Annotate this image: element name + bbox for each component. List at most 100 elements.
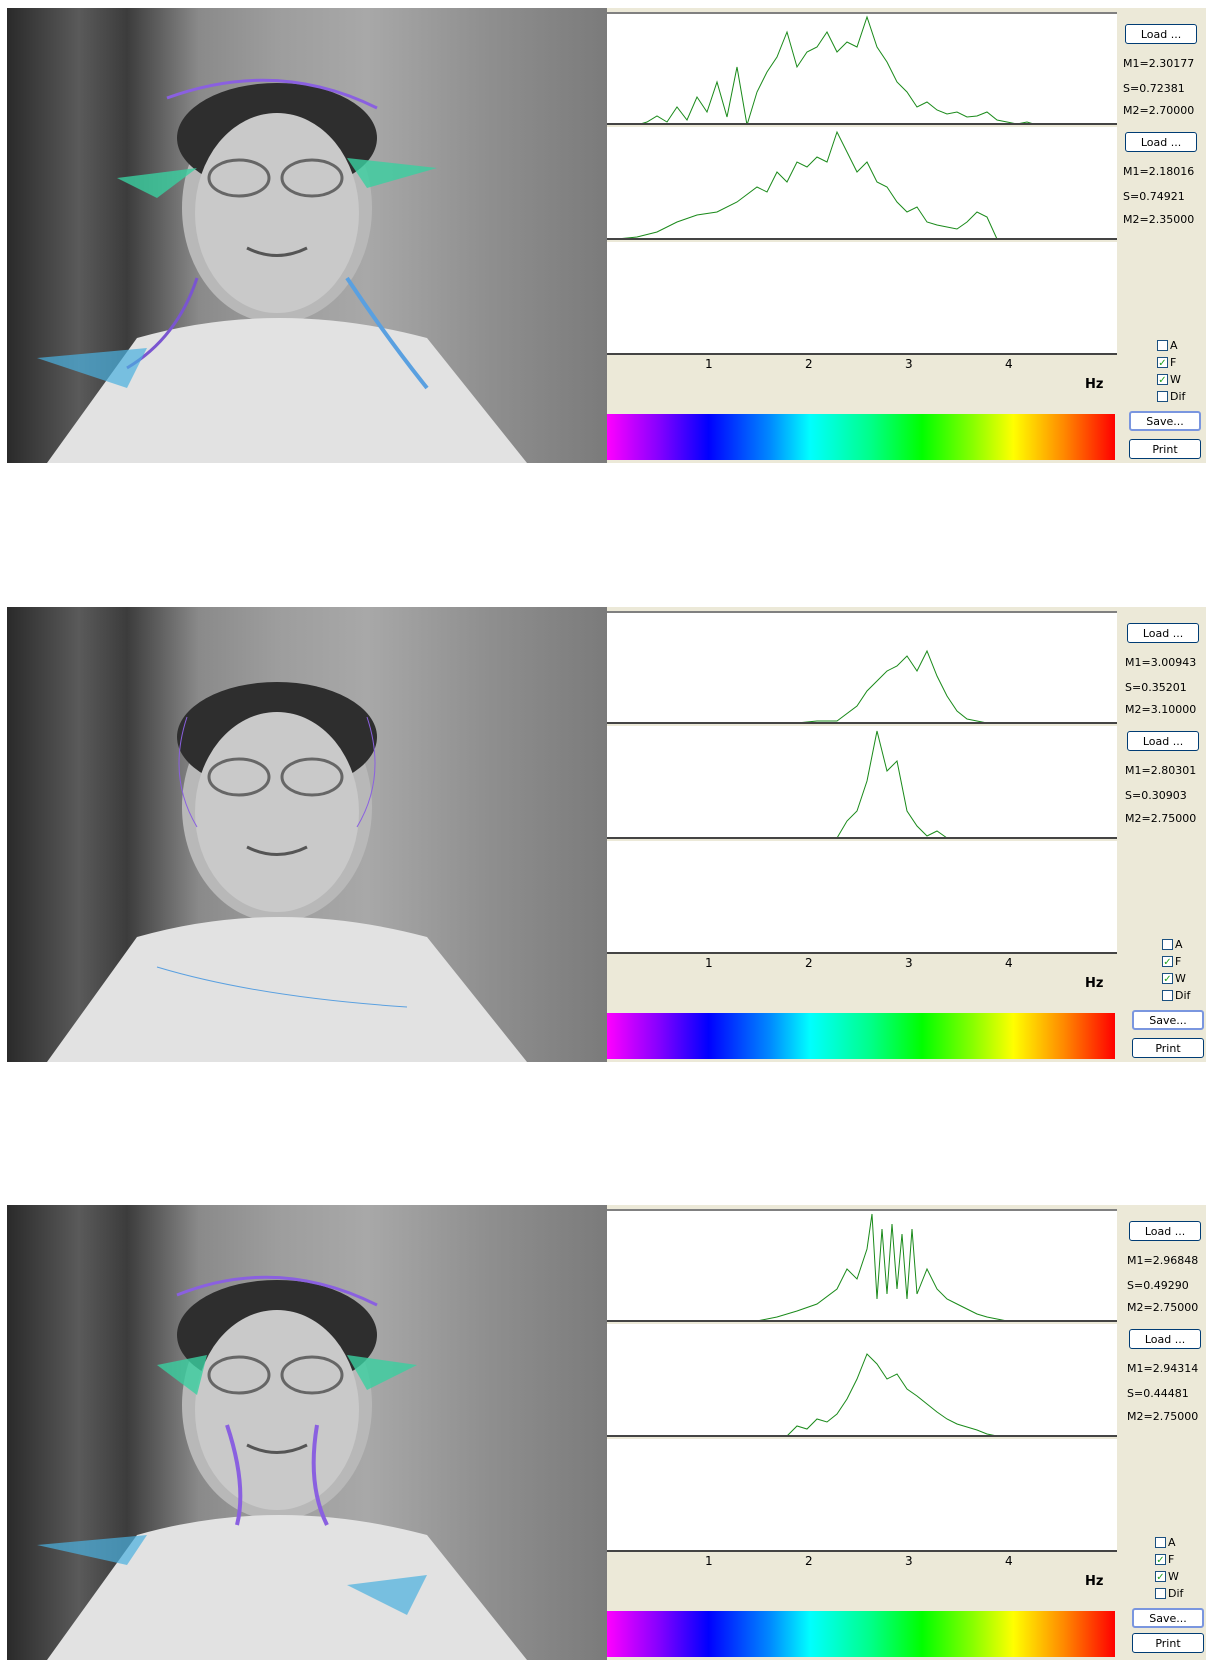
histogram-graph-3 (607, 242, 1117, 355)
panel-2: 1 2 3 4 Hz Load ... M1=3.00943 S=0.35201… (0, 607, 1206, 1062)
load-button-2[interactable]: Load ... (1127, 731, 1199, 751)
checkbox-dif[interactable]: Dif (1157, 389, 1185, 403)
tick-label: 2 (805, 1554, 813, 1568)
tick-label: 1 (705, 357, 713, 371)
stat-s: S=0.30903 (1125, 789, 1187, 802)
tick-label: 4 (1005, 357, 1013, 371)
analysis-panel: 1 2 3 4 Hz Load ... M1=2.96848 S=0.49290… (607, 1205, 1206, 1660)
checkbox-label: F (1168, 1552, 1175, 1566)
stat-m1: M1=2.94314 (1127, 1362, 1199, 1375)
checkbox-box[interactable] (1162, 938, 1173, 950)
check-icon[interactable]: ✓ (1157, 373, 1168, 386)
stat-s: S=0.74921 (1123, 190, 1185, 203)
checkbox-box[interactable] (1157, 390, 1168, 402)
panel-3: 1 2 3 4 Hz Load ... M1=2.96848 S=0.49290… (0, 1205, 1206, 1660)
print-button[interactable]: Print (1129, 439, 1201, 459)
save-button[interactable]: Save... (1132, 1010, 1204, 1030)
checkbox-dif[interactable]: Dif (1162, 988, 1190, 1002)
check-icon[interactable]: ✓ (1162, 972, 1173, 985)
histogram-graph-3 (607, 841, 1117, 954)
checkbox-f[interactable]: ✓ F (1155, 1552, 1174, 1566)
histogram-curve-1 (636, 15, 1038, 126)
check-icon[interactable]: ✓ (1157, 356, 1168, 369)
stat-m2: M2=3.10000 (1125, 703, 1197, 716)
tick-label: 3 (905, 956, 913, 970)
tick-label: 1 (705, 956, 713, 970)
stat-s: S=0.49290 (1127, 1279, 1189, 1292)
tick-label: 3 (905, 1554, 913, 1568)
checkbox-f[interactable]: ✓ F (1162, 954, 1181, 968)
checkbox-label: A (1170, 338, 1178, 352)
checkbox-w[interactable]: ✓ W (1157, 372, 1181, 386)
checkbox-label: A (1175, 937, 1183, 951)
load-button-1[interactable]: Load ... (1127, 623, 1199, 643)
checkbox-label: Dif (1168, 1586, 1184, 1600)
color-spectrum-bar (607, 1013, 1115, 1059)
checkbox-box[interactable] (1155, 1587, 1166, 1599)
camera-frame (7, 1205, 607, 1660)
save-button[interactable]: Save... (1129, 411, 1201, 431)
x-axis: 1 2 3 4 Hz (607, 1552, 1117, 1598)
histogram-graph-1 (607, 1209, 1117, 1322)
checkbox-label: A (1168, 1535, 1176, 1549)
tick-label: 2 (805, 956, 813, 970)
axis-unit: Hz (1085, 377, 1104, 392)
histogram-graph-1 (607, 611, 1117, 724)
histogram-curve-1 (756, 1213, 1008, 1322)
camera-frame (7, 8, 607, 463)
checkbox-box[interactable] (1155, 1536, 1166, 1548)
stat-m1: M1=2.18016 (1123, 165, 1195, 178)
checkbox-label: Dif (1170, 389, 1186, 403)
checkbox-dif[interactable]: Dif (1155, 1586, 1183, 1600)
checkbox-box[interactable] (1162, 989, 1173, 1001)
checkbox-box[interactable] (1157, 339, 1168, 351)
print-button[interactable]: Print (1132, 1633, 1204, 1653)
color-spectrum-bar (607, 414, 1115, 460)
axis-unit: Hz (1085, 976, 1104, 991)
load-button-1[interactable]: Load ... (1129, 1221, 1201, 1241)
analysis-panel: 1 2 3 4 Hz Load ... M1=3.00943 S=0.35201… (607, 607, 1206, 1062)
stat-m2: M2=2.75000 (1127, 1410, 1199, 1423)
histogram-curve-1 (796, 649, 988, 724)
histogram-graph-2 (607, 1324, 1117, 1437)
tick-label: 3 (905, 357, 913, 371)
save-button[interactable]: Save... (1132, 1608, 1204, 1628)
face-photo-icon (37, 78, 527, 463)
histogram-curve-2 (786, 1353, 1007, 1437)
stat-s: S=0.44481 (1127, 1387, 1189, 1400)
stat-s: S=0.35201 (1125, 681, 1187, 694)
tick-label: 2 (805, 357, 813, 371)
stat-m1: M1=2.30177 (1123, 57, 1195, 70)
check-icon[interactable]: ✓ (1162, 955, 1173, 968)
axis-unit: Hz (1085, 1574, 1104, 1589)
checkbox-w[interactable]: ✓ W (1162, 971, 1186, 985)
stat-m1: M1=2.80301 (1125, 764, 1197, 777)
tick-label: 1 (705, 1554, 713, 1568)
histogram-graph-3 (607, 1439, 1117, 1552)
stat-m2: M2=2.75000 (1127, 1301, 1199, 1314)
checkbox-f[interactable]: ✓ F (1157, 355, 1176, 369)
checkbox-a[interactable]: A (1155, 1535, 1176, 1549)
histogram-curve-2 (787, 730, 948, 839)
histogram-graph-2 (607, 726, 1117, 839)
load-button-1[interactable]: Load ... (1125, 24, 1197, 44)
panel-1: 1 2 3 4 Hz Load ... M1=2.30177 S=0.72381… (0, 8, 1206, 463)
checkbox-a[interactable]: A (1162, 937, 1183, 951)
x-axis: 1 2 3 4 Hz (607, 954, 1117, 1000)
camera-frame (7, 607, 607, 1062)
load-button-2[interactable]: Load ... (1125, 132, 1197, 152)
checkbox-label: W (1170, 372, 1181, 386)
check-icon[interactable]: ✓ (1155, 1553, 1166, 1566)
color-spectrum-bar (607, 1611, 1115, 1657)
print-button[interactable]: Print (1132, 1038, 1204, 1058)
face-photo-icon (47, 682, 527, 1062)
checkbox-a[interactable]: A (1157, 338, 1178, 352)
check-icon[interactable]: ✓ (1155, 1570, 1166, 1583)
histogram-curve-2 (616, 130, 998, 240)
checkbox-label: W (1175, 971, 1186, 985)
stat-m2: M2=2.70000 (1123, 104, 1195, 117)
stat-m1: M1=2.96848 (1127, 1254, 1199, 1267)
checkbox-w[interactable]: ✓ W (1155, 1569, 1179, 1583)
load-button-2[interactable]: Load ... (1129, 1329, 1201, 1349)
checkbox-label: F (1170, 355, 1177, 369)
